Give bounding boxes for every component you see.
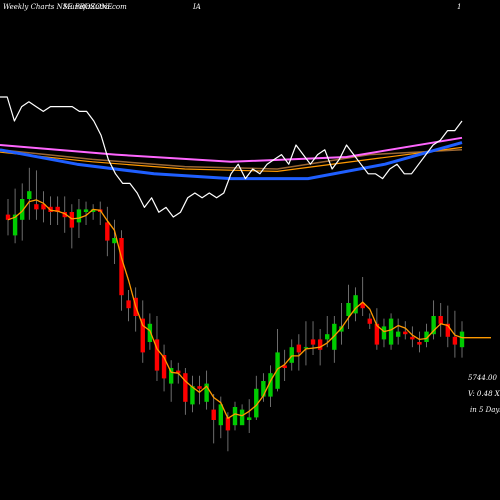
candle-body [417,342,422,345]
candle-body [27,191,32,199]
brown-ma-line [0,149,463,170]
candle-body [317,339,323,350]
candle-body [154,339,160,371]
candle-body [261,381,266,397]
candle-body [268,373,273,397]
candle-body [452,336,458,345]
candle-body [62,212,67,218]
candle-body [445,323,451,337]
candle-body [76,209,82,223]
pink-ma-line [0,136,463,163]
candle-body [168,368,174,384]
candle-body [325,334,330,340]
candle-body [183,373,188,402]
candle-body [41,204,46,210]
candle-body [69,212,75,228]
candle-body [197,386,202,389]
candle-body [12,214,18,236]
candle-body [218,404,224,426]
candle-body [147,323,153,342]
candle-body [360,303,365,309]
candle-body [388,318,394,345]
candle-body [303,347,309,349]
candle-body [353,295,358,314]
short-ma-line [7,199,491,419]
candle-body [310,339,316,345]
candle-body [431,316,436,335]
candle-body [83,209,89,212]
candle-body [381,326,387,340]
blue-ma-line [0,141,463,181]
candle-body [289,347,294,363]
candle-body [161,355,167,379]
candle-body [367,318,372,324]
candle-body [5,214,11,220]
candle-body [403,331,408,335]
candle-body [275,352,280,389]
orange-ma-line [0,146,463,172]
last-price-label: 5744.00 [468,374,497,382]
candle-body [296,344,302,353]
candle-body [225,417,231,431]
candle-body [105,222,110,241]
candle-body [410,336,415,340]
site-watermark: MunafaSutra.com [62,3,127,11]
candle-body [126,300,131,309]
price-line-line [0,96,463,218]
candle-body [90,209,96,212]
candle-body [239,409,245,426]
candle-body [254,388,259,418]
candle-body [395,331,401,337]
candle-body [34,204,39,210]
candle-body [204,383,209,402]
candle-body [232,407,238,426]
candle-body [282,365,287,368]
symbol-label: IA [192,3,201,11]
candle-body [424,331,429,342]
candle-body [55,206,60,212]
candle-body [374,323,380,345]
candle-body [112,238,117,244]
candle-body [346,303,351,316]
candle-body [176,370,181,374]
candle-body [438,316,443,324]
candle-body [190,386,195,405]
page-marker: 1 [457,3,461,11]
candle-body [19,199,25,220]
moving-average-panel [7,199,491,419]
site-label: Weekly Charts NSE PROZONE [3,3,112,11]
indicator-panel [0,96,463,218]
candle-body [459,331,465,348]
candle-body [246,417,252,420]
volume-label: V: 0.48 X [468,390,500,398]
candle-body [211,409,216,420]
candle-body [140,318,145,353]
candle-body [119,238,124,296]
period-label: in 5 Days [470,406,500,414]
